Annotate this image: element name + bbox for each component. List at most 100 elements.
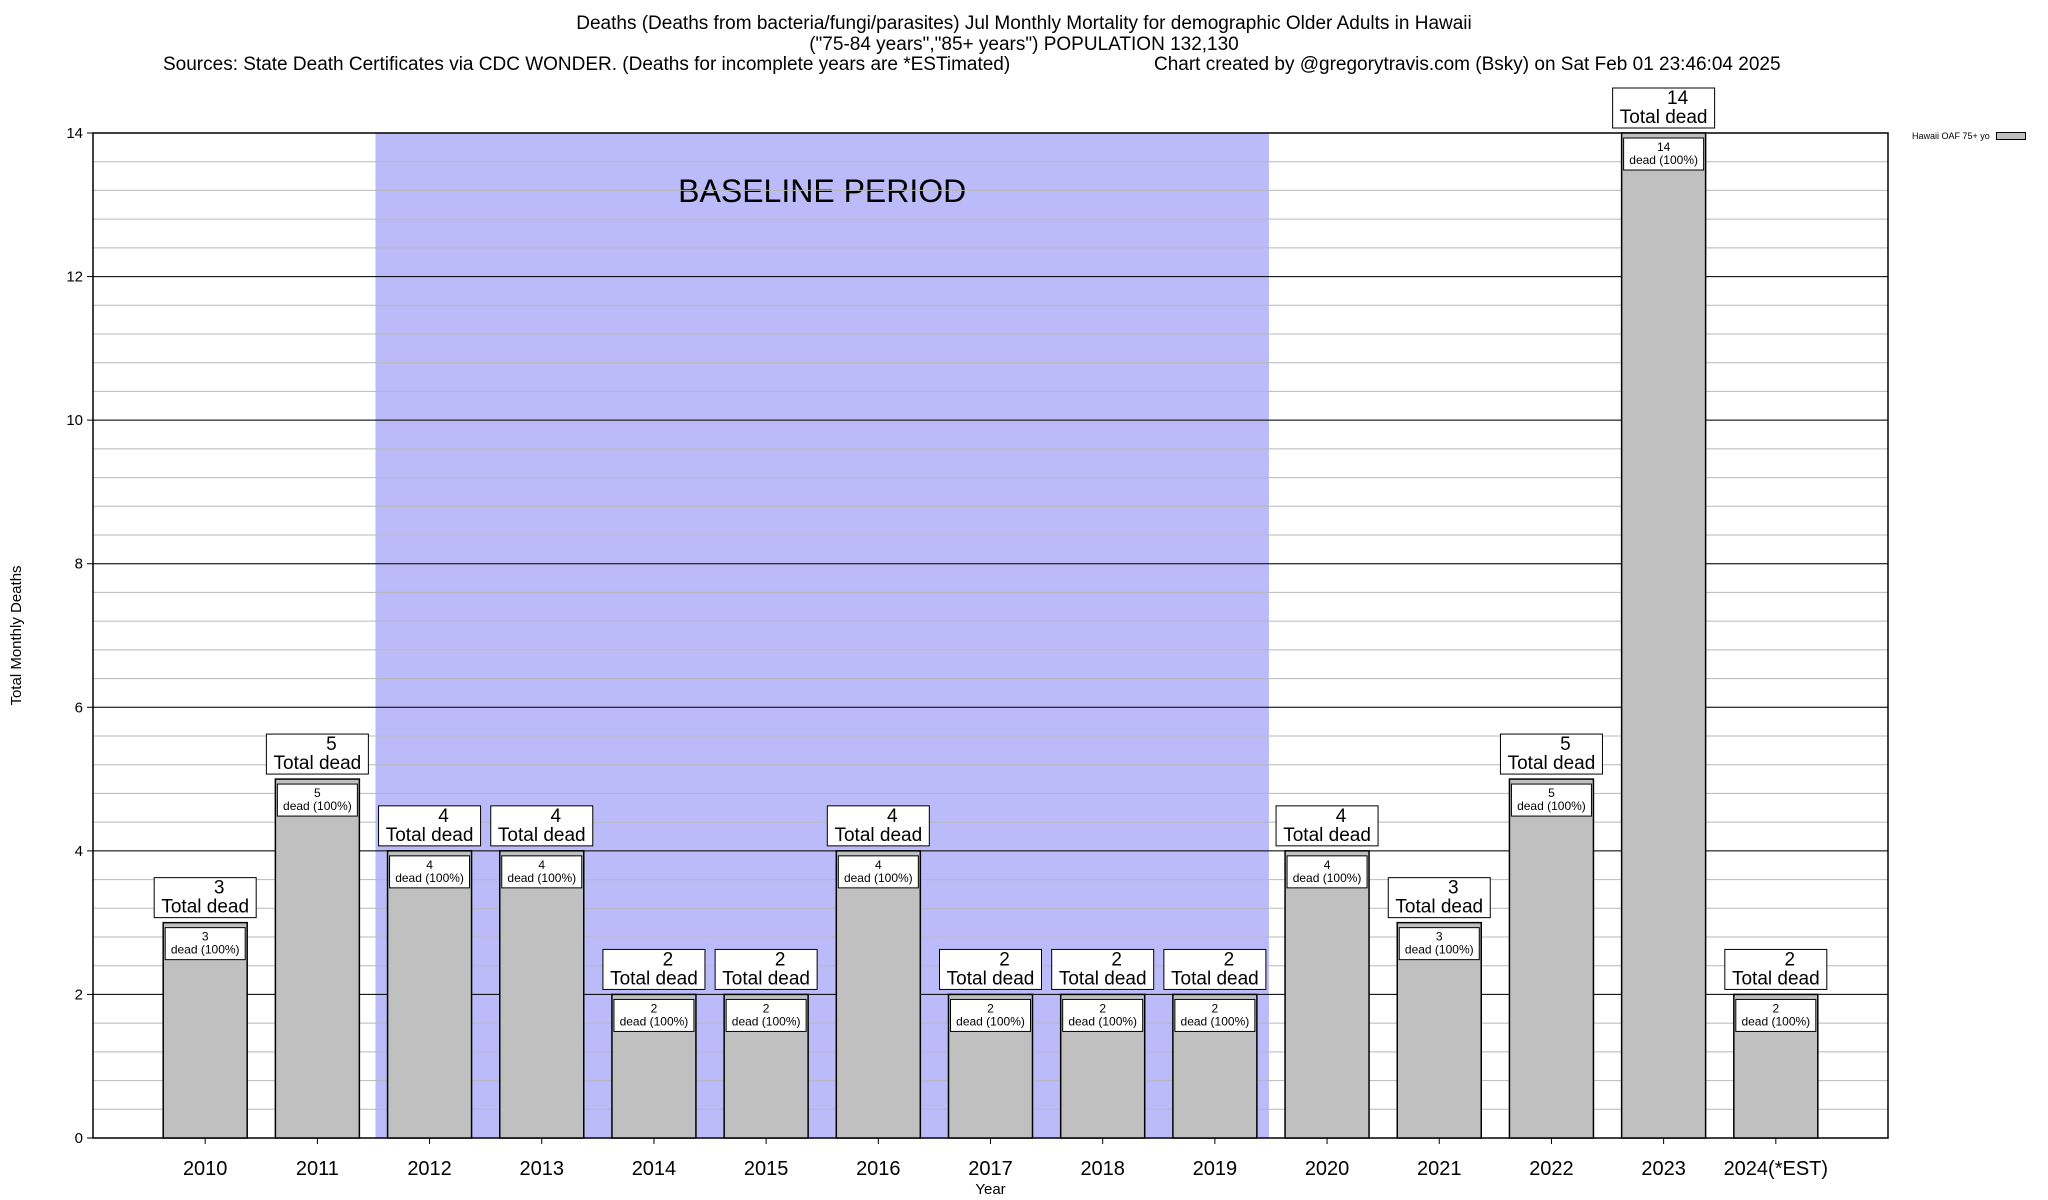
bar-top-label: Total dead xyxy=(610,968,698,989)
bar-inner-value: 4 xyxy=(538,858,545,872)
bar-top-label: Total dead xyxy=(1732,968,1820,989)
bar-inner-label-box xyxy=(164,927,246,961)
x-tick-label: 2023 xyxy=(1641,1158,1686,1180)
bar-top-value: 2 xyxy=(775,949,786,970)
chart-sources: Sources: State Death Certificates via CD… xyxy=(163,54,1011,75)
bar xyxy=(274,778,361,1139)
x-tick-label: 2011 xyxy=(296,1158,339,1180)
bar-top-label: Total dead xyxy=(1508,753,1596,774)
x-tick-label: 2017 xyxy=(968,1158,1013,1180)
bar-inner-label: dead (100%) xyxy=(1293,871,1362,885)
bar-inner-label-box xyxy=(1735,998,1817,1032)
bar-inner-label: dead (100%) xyxy=(1068,1014,1137,1028)
bar-top-value: 2 xyxy=(663,949,674,970)
bar-inner-label: dead (100%) xyxy=(1405,943,1474,957)
bar-top-label: Total dead xyxy=(1171,968,1259,989)
bar-top-value: 2 xyxy=(1224,949,1235,970)
bar-inner-value: 4 xyxy=(875,858,882,872)
bar-top-label-box xyxy=(1499,733,1603,775)
chart-title-line1: Deaths (Deaths from bacteria/fungi/paras… xyxy=(576,13,1472,34)
bar-inner-value: 4 xyxy=(426,858,433,872)
bar-top-value: 4 xyxy=(887,806,898,827)
bar-inner-value: 2 xyxy=(987,1001,994,1015)
y-tick-label: 10 xyxy=(66,412,83,429)
bar-top-value: 4 xyxy=(438,806,449,827)
legend-swatch xyxy=(1995,132,2026,140)
bar-top-label-box xyxy=(265,733,369,775)
chart-credit: Chart created by @gregorytravis.com (Bsk… xyxy=(1154,54,1781,75)
bar-top-label-box xyxy=(714,948,818,990)
bar-top-label-box xyxy=(1387,877,1491,919)
bar-top-label: Total dead xyxy=(722,968,810,989)
bar-inner-label-box xyxy=(1062,998,1144,1032)
bar-inner-value: 5 xyxy=(1548,786,1555,800)
bar-inner-value: 2 xyxy=(1099,1001,1106,1015)
x-tick-label: 2015 xyxy=(744,1158,789,1180)
bar-top-value: 2 xyxy=(1111,949,1122,970)
bar-inner-label: dead (100%) xyxy=(283,799,352,813)
x-tick-label: 2013 xyxy=(520,1158,565,1180)
bar-inner-label: dead (100%) xyxy=(507,871,576,885)
bar-inner-label-box xyxy=(950,998,1031,1032)
bar-top-label-box xyxy=(826,805,930,847)
x-tick-label: 2019 xyxy=(1193,1158,1238,1180)
bar-top-label: Total dead xyxy=(161,897,249,918)
y-tick-label: 2 xyxy=(75,986,83,1003)
bar-inner-value: 4 xyxy=(1324,858,1331,872)
bar-top-value: 2 xyxy=(999,949,1010,970)
y-tick-label: 6 xyxy=(75,699,83,716)
y-axis-label: Total Monthly Deaths xyxy=(8,565,25,705)
bar-top-label-box xyxy=(1275,805,1379,847)
chart-title-line2: ("75-84 years","85+ years") POPULATION 1… xyxy=(809,34,1239,55)
bar-top-label-box xyxy=(378,805,482,847)
bar-top-label-box xyxy=(1051,948,1155,990)
bar xyxy=(1620,132,1707,1139)
x-tick-label: 2014 xyxy=(632,1158,677,1180)
legend-label: Hawaii OAF 75+ yo xyxy=(1912,131,1990,141)
bar-inner-value: 5 xyxy=(314,786,321,800)
bar-top-value: 3 xyxy=(214,878,225,899)
bar-inner-label-box xyxy=(1510,783,1592,817)
y-tick-label: 8 xyxy=(75,556,83,573)
bar-top-label-box xyxy=(1724,948,1828,990)
bar-inner-label-box xyxy=(1286,855,1368,889)
bar-top-value: 4 xyxy=(550,806,561,827)
x-tick-label: 2010 xyxy=(183,1158,228,1180)
bar-inner-value: 2 xyxy=(1212,1001,1219,1015)
bar-top-label: Total dead xyxy=(274,753,362,774)
y-tick-label: 0 xyxy=(75,1130,83,1147)
bar-inner-label: dead (100%) xyxy=(1629,153,1698,167)
bar-inner-label: dead (100%) xyxy=(1517,799,1586,813)
bar-top-label: Total dead xyxy=(1283,825,1371,846)
bar-top-value: 3 xyxy=(1448,878,1459,899)
bar-inner-label-box xyxy=(613,998,695,1032)
x-tick-label: 2024(*EST) xyxy=(1724,1158,1829,1180)
bar-top-label-box xyxy=(939,948,1042,990)
bar xyxy=(386,850,473,1139)
bar-inner-label-box xyxy=(1174,998,1256,1032)
bar-inner-label-box xyxy=(1623,137,1705,171)
bar-inner-label-box xyxy=(837,855,919,889)
x-tick-label: 2020 xyxy=(1305,1158,1350,1180)
bar-top-label: Total dead xyxy=(1059,968,1147,989)
legend: Hawaii OAF 75+ yo xyxy=(1912,131,2026,141)
bar-inner-label-box xyxy=(501,855,583,889)
y-tick-label: 12 xyxy=(66,269,83,286)
x-tick-label: 2018 xyxy=(1080,1158,1125,1180)
bar-inner-label-box xyxy=(1398,927,1480,961)
bar xyxy=(1508,778,1595,1139)
bar-top-label: Total dead xyxy=(498,825,586,846)
bar-inner-label: dead (100%) xyxy=(844,871,913,885)
x-tick-label: 2021 xyxy=(1417,1158,1462,1180)
bar-inner-label: dead (100%) xyxy=(1741,1014,1810,1028)
x-tick-label: 2016 xyxy=(856,1158,901,1180)
bar-inner-label-box xyxy=(389,855,471,889)
bar-inner-label: dead (100%) xyxy=(171,943,240,957)
bar-inner-value: 3 xyxy=(1436,930,1443,944)
bar-top-value: 5 xyxy=(326,734,337,755)
bar-inner-label: dead (100%) xyxy=(395,871,464,885)
bar xyxy=(835,850,922,1139)
bar-top-label: Total dead xyxy=(1620,107,1708,128)
bar-inner-value: 14 xyxy=(1657,140,1671,154)
